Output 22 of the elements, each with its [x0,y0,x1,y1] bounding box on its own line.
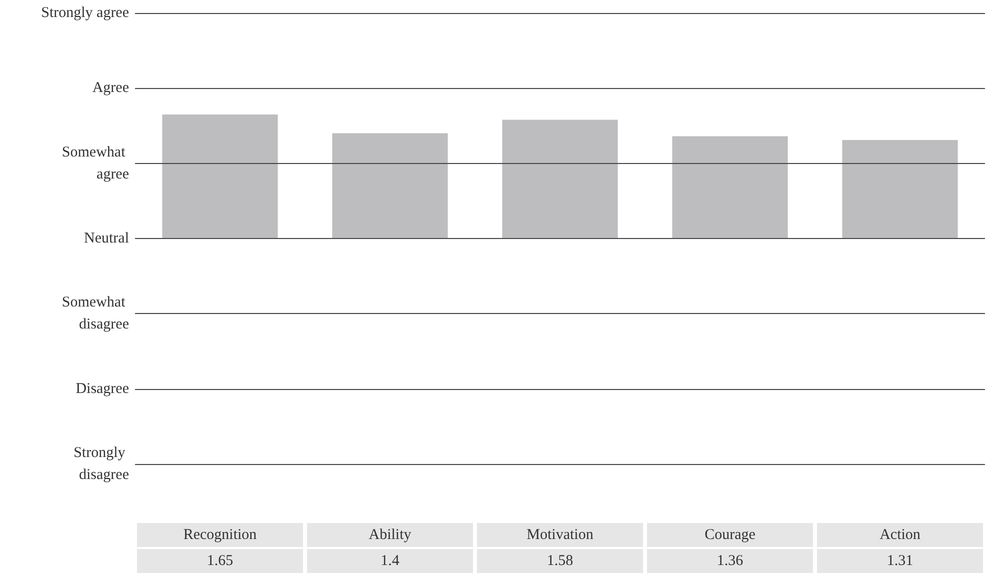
data-label: 1.65 [206,553,234,569]
data-label: 1.31 [886,553,914,569]
bar [842,140,958,238]
bar [332,133,448,238]
data-label: 1.36 [716,553,744,569]
data-label: 1.58 [546,553,574,569]
x-tick-label: Courage [704,527,756,543]
x-tick-label: Ability [368,527,412,543]
bar [672,136,788,238]
ref-line-label: Neutral [84,230,129,246]
bar [502,120,618,238]
ref-line-label: Somewhat disagree [62,294,130,333]
ref-line-label: Strongly disagree [74,445,130,483]
data-label: 1.4 [380,553,400,569]
ref-line-label: Agree [92,80,130,96]
ref-line-label: Somewhat agree [62,144,130,182]
x-tick-label: Recognition [183,527,258,543]
x-tick-label: Action [880,527,921,543]
x-tick-label: Motivation [526,527,594,543]
ref-line-label: Strongly agree [41,5,130,21]
bar [162,114,278,238]
ref-line-label: Disagree [76,380,130,397]
